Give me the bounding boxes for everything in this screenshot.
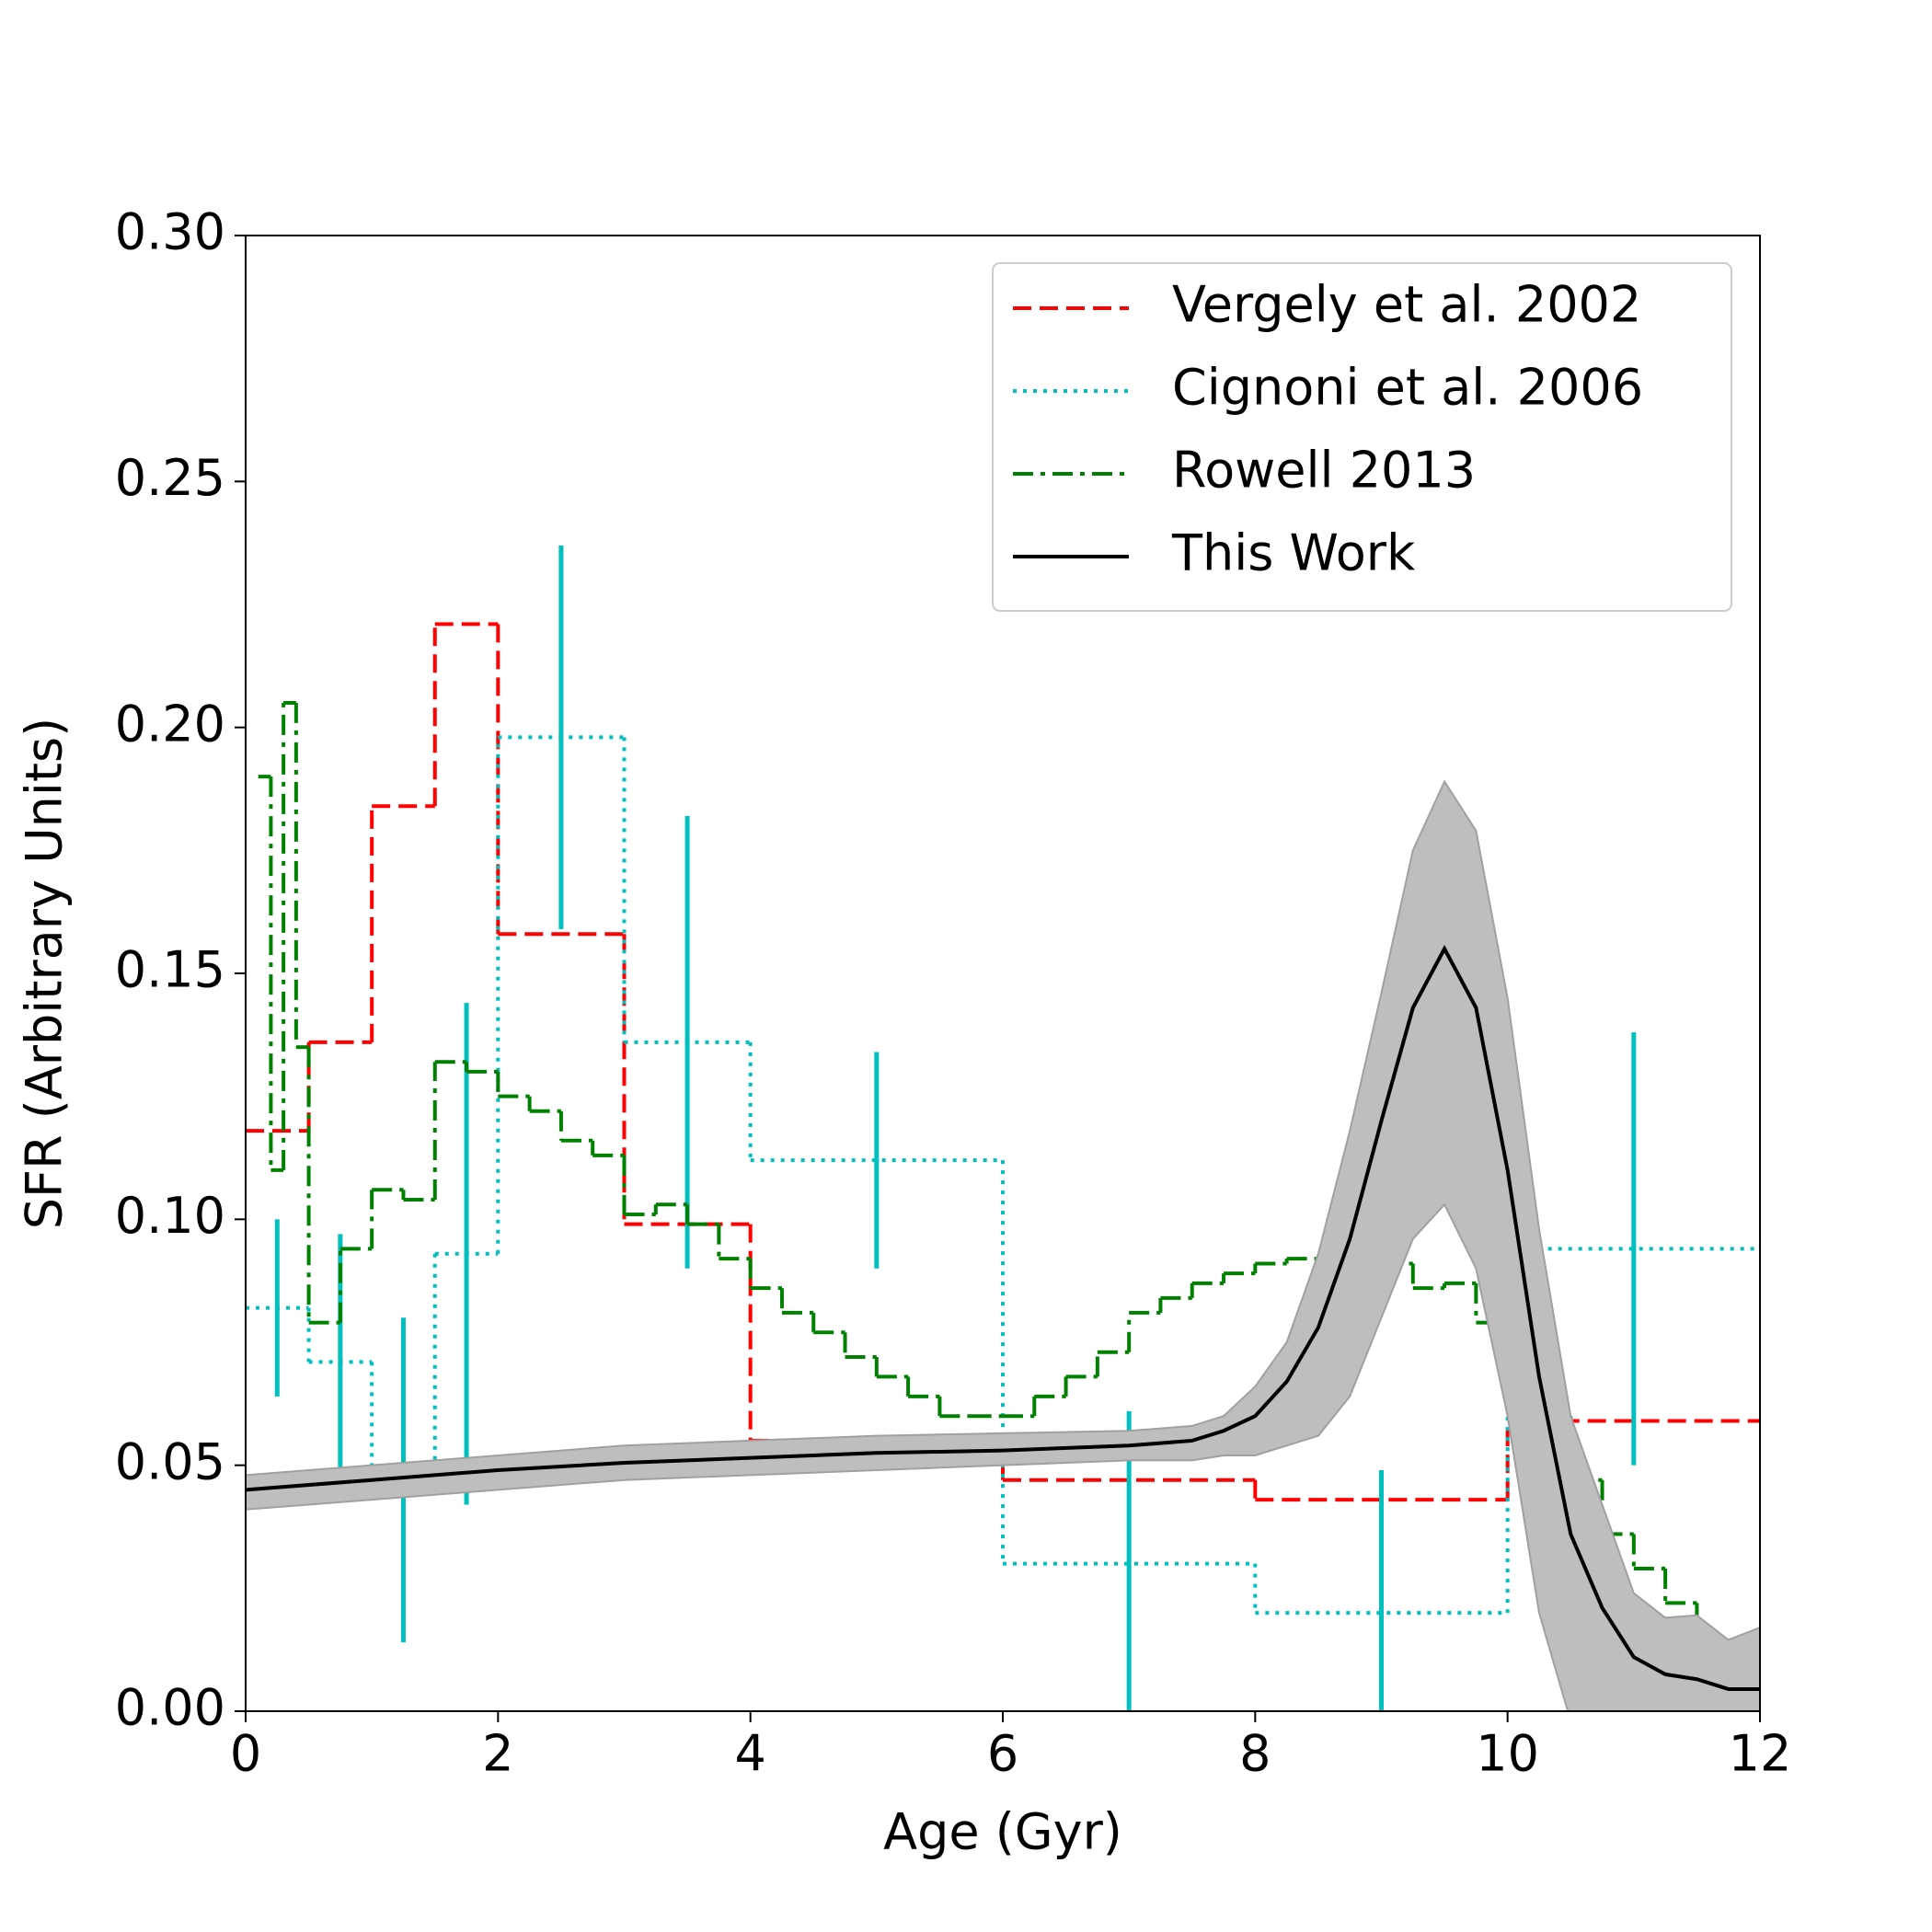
y-tick-label: 0.30 [115,203,225,261]
y-tick-label: 0.00 [115,1679,225,1737]
y-tick-label: 0.25 [115,449,225,507]
plot-area [246,545,1760,1711]
y-tick-label: 0.20 [115,695,225,753]
legend-label: Vergely et al. 2002 [1172,276,1641,334]
y-tick-label: 0.10 [115,1187,225,1245]
x-tick-label: 6 [987,1725,1018,1783]
x-tick-label: 2 [482,1725,513,1783]
legend: Vergely et al. 2002 Cignoni et al. 2006 Ro… [1013,276,1643,582]
legend-box [992,262,1732,612]
y-axis-label: SFR (Arbitrary Units) [16,718,74,1229]
x-tick-label: 4 [734,1725,765,1783]
line [246,945,1760,1691]
x-tick-label: 8 [1239,1725,1271,1783]
y-tick-label: 0.05 [115,1432,225,1490]
x-tick-label: 0 [230,1725,261,1783]
legend-label: Cignoni et al. 2006 [1172,359,1643,417]
x-axis-label: Age (Gyr) [883,1803,1122,1861]
x-tick-label: 10 [1476,1725,1539,1783]
legend-label: This Work [1171,524,1416,582]
x-tick-label: 12 [1729,1725,1792,1783]
uncertainty-band [246,779,1760,1711]
legend-label: Rowell 2013 [1172,442,1476,500]
y-tick-label: 0.15 [115,941,225,999]
